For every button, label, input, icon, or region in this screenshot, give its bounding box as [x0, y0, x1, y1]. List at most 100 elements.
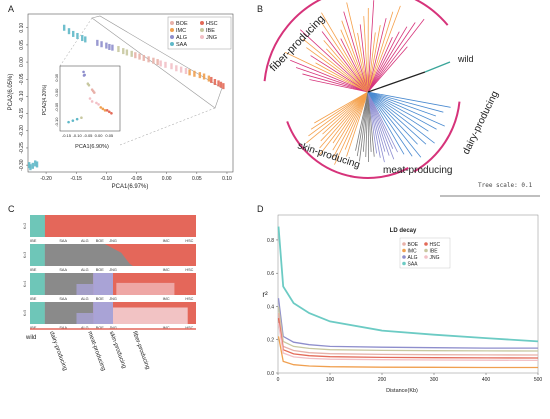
tree-branch-fiber — [323, 40, 369, 93]
tree-branch-fiber — [367, 25, 381, 93]
ld-x-tick-label: 100 — [326, 377, 335, 383]
admixture-pop-label: SAA — [59, 239, 67, 243]
tree-branch-meat — [367, 91, 390, 156]
admixture-pop-label: JNG — [109, 326, 117, 330]
admixture-pop-label: SAA — [59, 326, 67, 330]
tree-branch-fiber — [359, 24, 369, 93]
admixture-bar-purple — [76, 313, 94, 324]
tree-branch-root — [367, 71, 426, 93]
pca-inset-point-saa — [71, 119, 75, 122]
tree-branch-meat — [367, 91, 378, 154]
ld-y-tick-label: 0.0 — [267, 371, 274, 377]
pca-inset: -0.15 -0.10 -0.05 0.00 0.050.050.00-0.05-0.1… — [54, 70, 114, 138]
pca-inset-x-tick-label: 0.00 — [95, 133, 104, 138]
pca-inset-x-label: PCA1(6.90%) — [75, 144, 109, 150]
admixture-chart: K=2 IBE SAA ALG BOE JNG IMC HSC K=3 IBE SAA ALG BOE J… — [23, 215, 196, 372]
pca-point-alg — [96, 39, 99, 46]
pca-y-tick-label: -0.05 — [19, 73, 25, 85]
pca-x-ticks: -0.20 -0.15 -0.10 -0.05 0.00 0.05 0.10 — [40, 172, 232, 182]
pca-inset-point-imc — [103, 109, 107, 112]
admixture-pop-label: JNG — [109, 268, 117, 272]
pca-point-boe — [142, 54, 145, 61]
admixture-pop-label: BOE — [96, 239, 104, 243]
tree-branch-meat-gray — [365, 91, 369, 157]
pca-point-ibe — [122, 48, 125, 55]
tree-branch-skin — [320, 91, 369, 142]
tree-branch-fiber — [367, 11, 394, 93]
pca-inset-x-tick-label: -0.05 — [83, 133, 93, 138]
admixture-group-label: wild — [25, 335, 36, 341]
admixture-pop-label: IBE — [30, 239, 37, 243]
pca-inset-point-jng — [97, 103, 100, 106]
ld-x-tick-label: 200 — [378, 377, 387, 383]
ld-x-tick-label: 0 — [277, 377, 280, 383]
pca-zoom-connector — [59, 17, 93, 67]
ld-plot-frame — [277, 214, 539, 374]
admixture-pop-label: BOE — [96, 297, 104, 301]
tree-branch-meat — [367, 91, 398, 153]
ld-legend-label-boe: BOE — [408, 242, 419, 248]
ld-legend-label-hsc: HSC — [430, 242, 441, 248]
tree-branch-dairy — [367, 91, 413, 157]
pca-point-imc — [198, 72, 202, 79]
admixture-pop-label: HSC — [185, 239, 193, 243]
tree-branch-dairy — [367, 91, 451, 108]
pca-inset-point-saa — [67, 120, 70, 124]
pca-inset-point-imc — [101, 107, 105, 111]
tree-branch-fiber — [367, 5, 401, 93]
tree-arc-fiber — [263, 0, 449, 82]
pca-point-imc — [207, 75, 211, 82]
admixture-bar-red — [30, 215, 196, 237]
pca-y-ticks: 0.10 0.05 0.00 -0.05 -0.10 -0.15 -0.20 -0.25 -0.… — [19, 23, 28, 171]
ld-legend-label-saa: SAA — [408, 261, 419, 267]
admixture-row: K=4 IBE SAA ALG BOE JNG IMC HSC — [23, 273, 196, 301]
tree-branch-meat-gray — [359, 91, 369, 162]
tree-branch-fiber — [367, 18, 425, 93]
pca-point-hsc — [210, 76, 213, 83]
pca-inset-x-tick-label: -0.15 — [62, 133, 72, 138]
pca-point-saa — [28, 162, 31, 169]
pca-point-ibe — [117, 46, 120, 53]
admixture-bar-pink — [116, 282, 175, 295]
ld-legend-label-alg: ALG — [408, 255, 418, 261]
pca-inset-point-alg — [82, 70, 85, 74]
panel-label-a: A — [8, 4, 14, 14]
pca-x-tick-label: 0.05 — [192, 176, 202, 182]
admixture-pop-label: HSC — [185, 268, 193, 272]
admixture-bar-teal — [30, 244, 45, 266]
tree-branch-fiber — [341, 20, 369, 93]
phylogenetic-tree: fiber-producing wild skin-producing meat… — [263, 0, 540, 197]
pca-point-hsc — [213, 79, 217, 86]
pca-point-jng — [179, 66, 183, 73]
pca-point-saa — [84, 36, 87, 43]
pca-y-tick-label: -0.10 — [19, 91, 25, 103]
tree-branch-fiber — [340, 29, 369, 93]
tree-branch-skin — [322, 91, 369, 135]
tree-branch-fiber — [367, 22, 416, 93]
tree-branch-meat-gray — [367, 91, 375, 157]
tree-branch-fiber — [367, 18, 387, 93]
admixture-group-label: dairy-producing — [48, 331, 68, 372]
ld-legend-swatch-saa — [402, 261, 406, 266]
ld-legend-swatch-jng — [424, 255, 428, 259]
tree-branch-skin — [332, 91, 369, 151]
tree-branch-fiber — [315, 62, 369, 93]
pca-inset-point-hsc — [105, 109, 109, 112]
pca-x-tick-label: -0.20 — [40, 176, 52, 182]
pca-point-alg — [108, 43, 111, 50]
tree-branch-meat-gray — [356, 91, 369, 157]
pca-point-hsc — [217, 80, 220, 87]
pca-legend-label-saa: SAA — [176, 42, 187, 48]
admixture-pop-label: ALG — [81, 239, 89, 243]
pca-inset-point-ibe — [87, 83, 91, 87]
pca-inset-y-tick-label: -0.05 — [54, 102, 59, 112]
pca-inset-point-jng — [90, 100, 94, 103]
pca-legend-label-boe: BOE — [176, 21, 188, 27]
tree-branch-skin — [310, 91, 369, 130]
pca-point-boe — [147, 56, 150, 63]
pca-point-imc — [193, 70, 196, 77]
admixture-group-labels: wild dairy-producing meat-producing skin-pr… — [25, 328, 196, 372]
pca-x-axis-label: PCA1(6.97%) — [112, 184, 149, 190]
ld-line-alg — [277, 298, 538, 349]
tree-clade-arcs — [263, 0, 461, 179]
